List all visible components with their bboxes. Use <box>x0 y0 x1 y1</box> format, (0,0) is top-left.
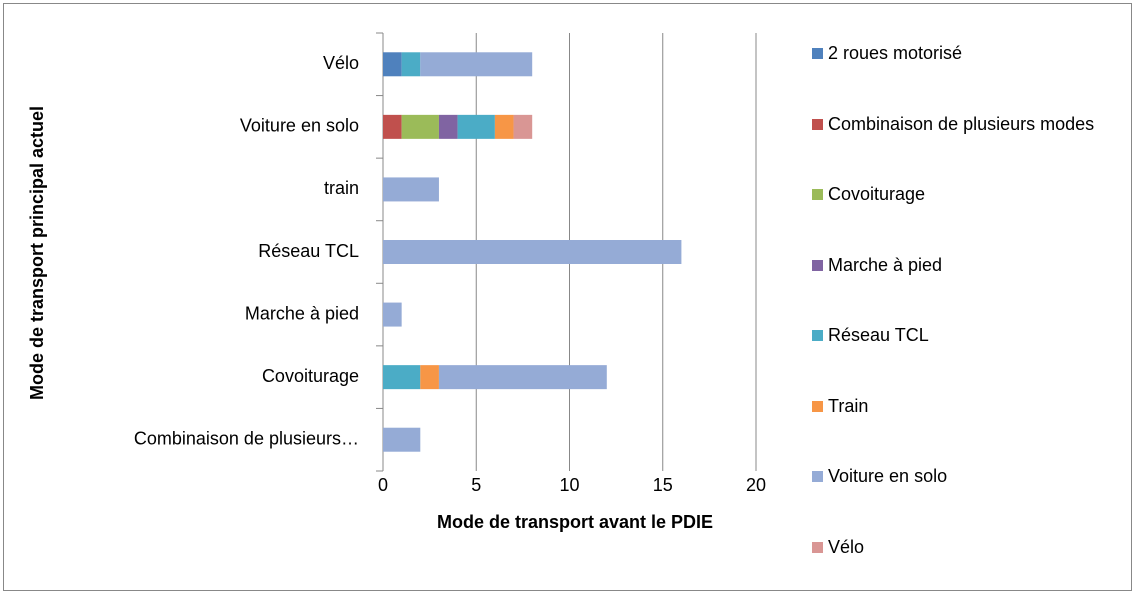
legend-item: Réseau TCL <box>812 320 1112 391</box>
bar-segment <box>383 427 421 452</box>
y-tick-label: Vélo <box>323 53 359 73</box>
legend-swatch <box>812 400 823 412</box>
legend-label: Réseau TCL <box>828 325 929 345</box>
legend-swatch <box>812 189 823 200</box>
y-tick-label: Marche à pied <box>245 303 359 323</box>
x-tick-label: 10 <box>559 475 579 495</box>
bar-segment <box>438 114 458 139</box>
bar-segment <box>438 365 607 390</box>
legend: 2 roues motorisé Combinaison de plusieurs… <box>812 38 1112 595</box>
legend-swatch <box>812 471 823 482</box>
bar-segment <box>383 302 402 327</box>
legend-label: Combinaison de plusieurs modes <box>828 113 1095 134</box>
legend-swatch <box>812 259 823 271</box>
bar-segment <box>494 114 514 139</box>
legend-item: Train <box>812 391 1112 462</box>
bar-segment <box>383 365 421 390</box>
bar-segment <box>383 52 402 77</box>
bar-segment <box>383 240 682 264</box>
y-tick-label: Voiture en solo <box>240 116 359 136</box>
legend-item: 2 roues motorisé <box>812 38 1112 109</box>
x-tick-label: 20 <box>746 475 766 495</box>
bar-segment <box>401 52 421 77</box>
y-tick-label: Combinaison de plusieurs… <box>134 428 359 448</box>
legend-item: Vélo <box>812 532 1112 595</box>
legend-swatch <box>812 330 823 341</box>
x-tick-label: 0 <box>378 475 388 495</box>
legend-label: 2 roues motorisé <box>828 43 963 63</box>
x-axis-title: Mode de transport avant le PDIE <box>437 512 713 532</box>
y-axis-title: Mode de transport principal actuel <box>27 106 47 400</box>
x-tick-label: 15 <box>653 475 673 495</box>
legend-swatch <box>812 48 823 59</box>
bar-segment <box>383 177 439 202</box>
legend-swatch <box>812 541 823 553</box>
y-tick-label: Covoiturage <box>262 366 359 386</box>
bar-segment <box>457 114 495 139</box>
legend-item: Voiture en solo <box>812 461 1112 532</box>
legend-label: Train <box>828 395 869 416</box>
x-tick-label: 5 <box>471 475 481 495</box>
legend-item: Covoiturage <box>812 179 1112 250</box>
legend-label: Covoiturage <box>828 184 926 204</box>
bar-segment <box>513 114 533 139</box>
chart-border <box>3 3 1132 591</box>
bar-segment <box>420 52 533 77</box>
y-tick-label: Réseau TCL <box>258 241 359 261</box>
bar-segment <box>383 114 402 139</box>
bar-segment <box>401 114 439 139</box>
y-tick-label: train <box>324 178 359 198</box>
bar-segment <box>420 365 439 390</box>
legend-item: Combinaison de plusieurs modes <box>812 109 1112 180</box>
legend-label: Voiture en solo <box>828 466 948 486</box>
legend-item: Marche à pied <box>812 250 1112 321</box>
legend-swatch <box>812 118 823 130</box>
legend-label: Marche à pied <box>828 254 943 275</box>
legend-label: Vélo <box>828 536 865 557</box>
